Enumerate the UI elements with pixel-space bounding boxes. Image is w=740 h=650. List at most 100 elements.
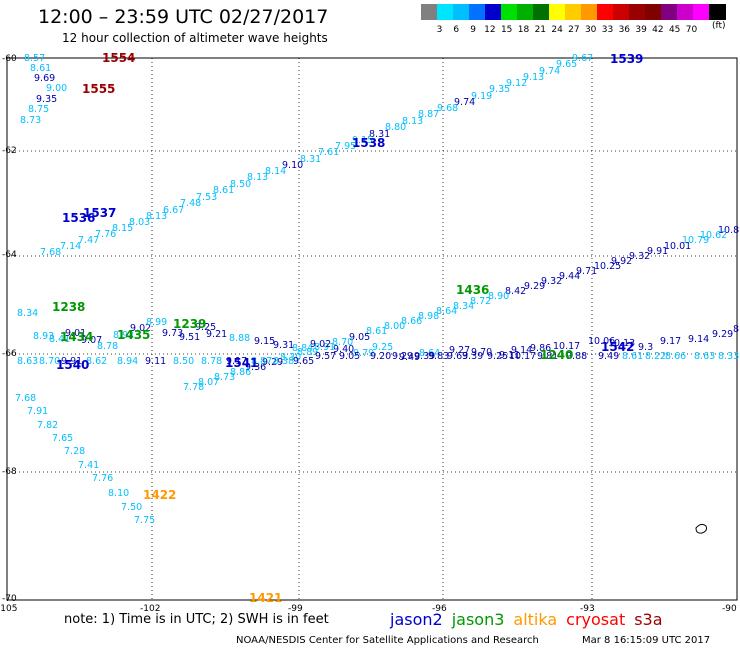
lon-label: -93: [580, 604, 595, 614]
wave-height-value: 8.75: [28, 104, 50, 115]
wave-height-value: 7.61: [318, 147, 340, 158]
track-pass-label: 1435: [117, 328, 151, 342]
wave-height-value: 8.70: [332, 337, 354, 348]
wave-height-value: 7.91: [27, 406, 49, 417]
wave-height-value: 9.25: [372, 342, 394, 353]
track-pass-label: 1436: [456, 283, 490, 297]
wave-height-value: 8.70: [39, 356, 61, 367]
track-pass-label: 1539: [610, 52, 644, 66]
wave-height-value: 9.17: [660, 336, 682, 347]
track-pass-label: 1434: [60, 330, 94, 344]
wave-height-value: 9.15: [352, 135, 374, 146]
track-pass-label: 1540: [56, 358, 90, 372]
wave-height-value: 8.50: [230, 179, 252, 190]
wave-height-value: 7.82: [37, 420, 59, 431]
wave-height-value: 10.17: [509, 351, 537, 362]
map-frame: [6, 57, 738, 601]
wave-height-value: 9.83: [428, 351, 450, 362]
wave-height-value: 8.34: [453, 301, 475, 312]
legend-item-altika: altika: [513, 610, 558, 629]
wave-height-value: 7.47: [78, 235, 100, 246]
wave-height-value: 10.25: [594, 261, 622, 272]
wave-height-value: 10.17: [553, 341, 581, 352]
wave-height-value: 7.65: [52, 433, 74, 444]
wave-height-value: 8.73: [20, 115, 42, 126]
track-pass-label: 1538: [352, 136, 386, 150]
wave-height-value: 9.11: [499, 350, 521, 361]
wave-height-value: 9.73: [162, 328, 184, 339]
wave-height-value: 7.68: [40, 247, 62, 258]
wave-height-value: 9.40: [333, 344, 355, 355]
wave-height-value: 8.31: [369, 129, 391, 140]
legend-item-jason3: jason3: [451, 610, 505, 629]
wave-height-value: 9.67: [572, 53, 594, 64]
track-pass-label: 1541: [225, 356, 259, 370]
wave-height-value: 9.3: [638, 342, 654, 353]
wave-height-value: 7.76: [92, 473, 114, 484]
scale-tick-label: 9: [470, 25, 476, 35]
wave-height-value: 8.30: [280, 352, 302, 363]
lat-label: -66: [2, 349, 17, 359]
wave-height-value: 9.70: [471, 347, 493, 358]
wave-height-value: 8.00: [384, 321, 406, 332]
track-pass-label: 1555: [82, 82, 116, 96]
scale-tick-label: 21: [534, 25, 547, 35]
scale-tick-label: 36: [618, 25, 631, 35]
wave-height-value: 8.15: [112, 223, 134, 234]
scale-swatch: [581, 4, 598, 20]
wave-height-value: 8.73: [214, 372, 236, 383]
wave-height-value: 8.61: [622, 351, 644, 362]
wave-height-value: 9.19: [471, 91, 493, 102]
wave-height-value: 8.90: [488, 291, 510, 302]
scale-tick-label: 6: [453, 25, 460, 35]
track-pass-label: 1239: [173, 317, 207, 331]
lon-label: -102: [140, 604, 161, 614]
wave-height-value: 8.50: [173, 356, 195, 367]
wave-height-value: 9.29: [392, 351, 414, 362]
wave-height-value: 8.63: [17, 356, 39, 367]
wave-height-value: 8.93: [33, 331, 55, 342]
wave-height-value: 9.00: [46, 83, 68, 94]
wave-height-value: 9.32: [541, 276, 563, 287]
wave-height-value: 9.01: [65, 328, 87, 339]
wave-height-value: 9.32: [629, 251, 651, 262]
wave-height-value: 8.91: [314, 342, 336, 353]
wave-height-value: 10.06: [588, 336, 616, 347]
track-pass-label: 1542: [601, 340, 635, 354]
generation-time: Mar 8 16:15:09 UTC 2017: [582, 635, 711, 646]
wave-height-value: 7.78: [183, 382, 205, 393]
island-outline: [695, 523, 707, 534]
wave-height-value: 9.74: [454, 97, 476, 108]
wave-height-value: 7.95: [335, 141, 357, 152]
wave-height-value: 9.21: [206, 329, 228, 340]
track-pass-label: 1422: [143, 488, 177, 502]
wave-height-value: 7.41: [78, 460, 100, 471]
wave-height-value: 8.66: [665, 351, 687, 362]
wave-height-value: 8.61: [366, 326, 388, 337]
wave-height-value: 7.48: [180, 198, 202, 209]
wave-height-value: 9.11: [145, 356, 167, 367]
scale-swatch: [645, 4, 662, 20]
lon-label: -90: [722, 604, 737, 614]
wave-height-value: 8.13: [247, 172, 269, 183]
wave-height-value: 8.61: [213, 185, 235, 196]
wave-height-value: 9.86: [530, 343, 552, 354]
wave-height-value: 9.39: [462, 351, 484, 362]
wave-height-value: 9.31: [273, 340, 295, 351]
map-subtitle: 12 hour collection of altimeter wave hei…: [62, 31, 328, 45]
wave-height-value: 9.14: [688, 334, 710, 345]
wave-height-value: 8.07: [198, 377, 220, 388]
wave-height-value: 9.71: [576, 266, 598, 277]
wave-height-value: 9.29: [262, 357, 284, 368]
lon-label: -96: [432, 604, 447, 614]
wave-height-value: 8.10: [108, 488, 130, 499]
wave-height-value: 9.15: [254, 336, 276, 347]
track-pass-label: 1537: [83, 206, 117, 220]
wave-height-value: 8.31: [300, 154, 322, 165]
wave-height-value: 9.25: [195, 322, 217, 333]
scale-swatch: [565, 4, 582, 20]
track-pass-label: 1238: [52, 300, 86, 314]
scale-tick-label: 18: [517, 25, 530, 35]
wave-height-value: 8.78: [97, 341, 119, 352]
